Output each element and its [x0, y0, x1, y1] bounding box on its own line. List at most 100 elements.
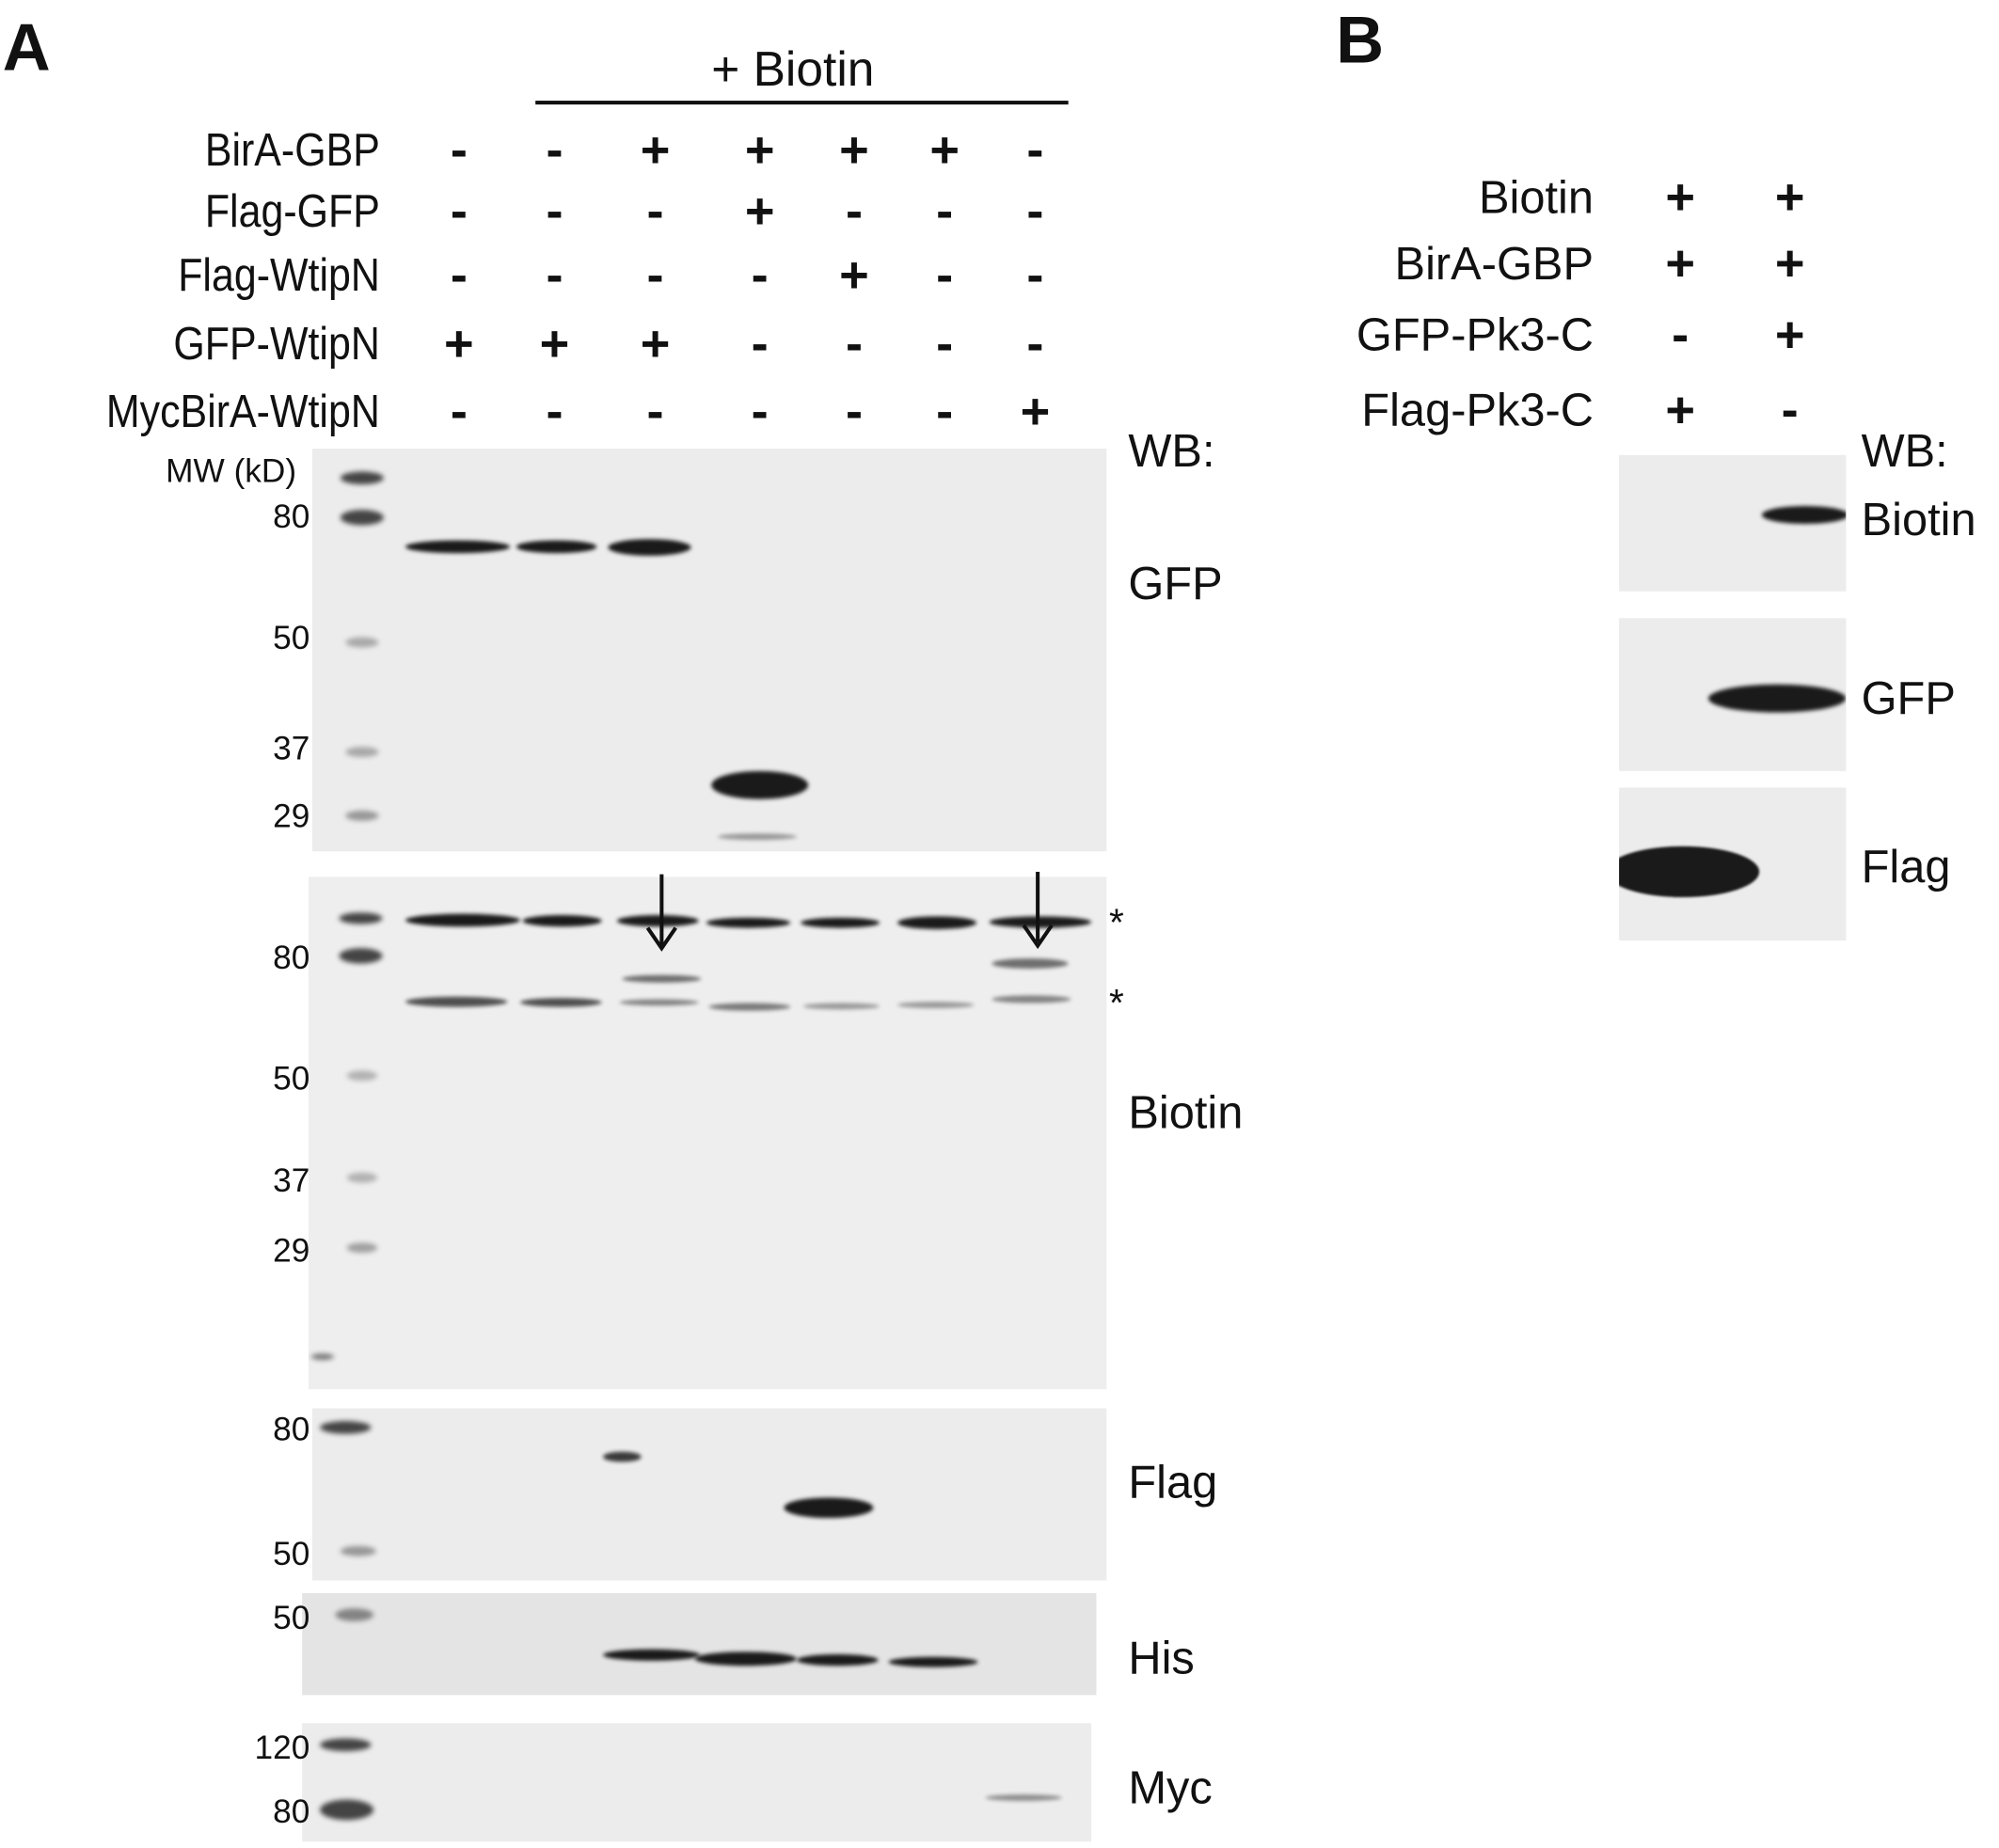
band [784, 1497, 874, 1519]
condition-label-text: Flag-GFP [204, 184, 380, 238]
band [897, 1002, 975, 1008]
minus-sign: - [845, 316, 864, 372]
plus-sign: + [1774, 169, 1805, 226]
minus-sign: - [751, 383, 769, 440]
condition-label: Flag-WtipN [151, 252, 380, 298]
condition-label-text: MycBirA-WtipN [105, 385, 380, 437]
minus-sign: - [546, 122, 563, 179]
mw-marker: 80 [273, 938, 310, 977]
plus-sign: + [640, 316, 671, 372]
band [985, 1794, 1062, 1801]
minus-sign: - [1672, 307, 1690, 364]
condition-label: Biotin [1478, 170, 1594, 224]
minus-sign: - [751, 246, 769, 304]
blot-b-flag [1619, 787, 1847, 941]
band [519, 998, 602, 1007]
minus-sign: - [845, 383, 864, 440]
band [708, 1003, 791, 1011]
condition-label: Flag-Pk3-C [1361, 383, 1594, 436]
asterisk: * [1109, 902, 1124, 945]
minus-sign: - [1026, 183, 1044, 240]
mw-marker: 120 [254, 1728, 310, 1767]
minus-sign: - [646, 383, 664, 440]
panel-b-wb-label: WB: [1861, 424, 1948, 477]
plus-sign: + [1774, 307, 1805, 364]
band [711, 770, 809, 799]
plus-sign: + [839, 246, 869, 304]
mw-marker: 80 [273, 497, 310, 536]
minus-sign: - [546, 383, 563, 440]
band [717, 833, 798, 841]
minus-sign: - [845, 183, 864, 240]
band [992, 958, 1069, 969]
minus-sign: - [751, 316, 769, 372]
condition-label-text: GFP-WtipN [173, 317, 380, 371]
plus-sign: + [1020, 383, 1051, 440]
panel-b-letter: B [1336, 4, 1385, 78]
mw-marker: 29 [273, 1231, 310, 1270]
blot-his [302, 1593, 1097, 1696]
band [603, 1649, 701, 1661]
plus-sign: + [744, 122, 775, 179]
condition-label-text: Flag-WtipN [178, 248, 380, 301]
band [1761, 506, 1847, 524]
plus-sign: + [1665, 382, 1695, 439]
mw-marker: 50 [273, 1598, 310, 1637]
band [619, 999, 699, 1006]
biotin-header-line [535, 101, 1069, 105]
minus-sign: - [646, 183, 664, 240]
minus-sign: - [546, 246, 563, 304]
plus-sign: + [839, 122, 869, 179]
mw-marker: 50 [273, 1059, 310, 1098]
mw-marker: 80 [273, 1792, 310, 1831]
band [897, 916, 977, 929]
minus-sign: - [546, 183, 563, 240]
condition-label-text: BirA-GBP [204, 123, 380, 177]
antibody-label-biotin: Biotin [1128, 1085, 1244, 1139]
plus-sign: + [1774, 235, 1805, 292]
plus-sign: + [1665, 235, 1695, 292]
mw-marker: 37 [273, 729, 310, 767]
minus-sign: - [450, 246, 468, 304]
mw-marker: 50 [273, 1534, 310, 1573]
blot-flag [312, 1408, 1107, 1581]
biotin-header: + Biotin [711, 43, 875, 97]
band [405, 540, 511, 554]
minus-sign: - [450, 183, 468, 240]
antibody-label-flag: Flag [1128, 1455, 1218, 1508]
mw-marker: 37 [273, 1161, 310, 1200]
plus-sign: + [1665, 169, 1695, 226]
mw-label: MW (kD) [166, 450, 297, 490]
arrow-down-icon [645, 874, 677, 952]
minus-sign: - [450, 383, 468, 440]
plus-sign: + [444, 316, 474, 372]
band [797, 1654, 879, 1666]
condition-label: MycBirA-WtipN [69, 388, 380, 434]
band [801, 917, 881, 928]
blot-biotin [308, 877, 1107, 1390]
plus-sign: + [744, 183, 775, 240]
mw-marker: 80 [273, 1409, 310, 1448]
minus-sign: - [1781, 382, 1799, 439]
band [989, 916, 1092, 928]
band [802, 1003, 881, 1010]
band [706, 917, 791, 928]
antibody-label-his: His [1128, 1631, 1195, 1684]
condition-label: BirA-GBP [1394, 237, 1594, 290]
band [603, 1451, 642, 1462]
minus-sign: - [450, 122, 468, 179]
band [616, 915, 699, 927]
blot-gfp [312, 449, 1107, 852]
mw-marker: 50 [273, 618, 310, 656]
band [992, 995, 1071, 1003]
blot-b-biotin [1619, 454, 1847, 592]
minus-sign: - [1026, 122, 1044, 179]
minus-sign: - [646, 246, 664, 304]
panel-a-wb-label: WB: [1128, 424, 1215, 477]
minus-sign: - [936, 316, 954, 372]
blot-myc [302, 1723, 1092, 1842]
band [405, 913, 520, 927]
asterisk: * [1109, 982, 1124, 1025]
band [622, 974, 702, 983]
